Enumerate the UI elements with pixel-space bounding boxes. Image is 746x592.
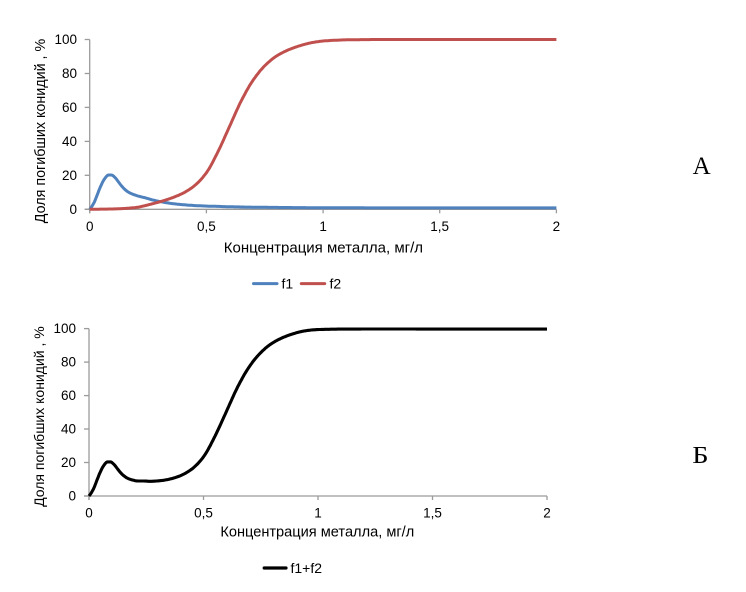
svg-text:0: 0 xyxy=(69,202,77,217)
svg-text:0,5: 0,5 xyxy=(194,506,213,521)
svg-text:80: 80 xyxy=(61,355,76,370)
svg-text:40: 40 xyxy=(62,134,77,149)
svg-text:0: 0 xyxy=(85,506,93,521)
svg-text:100: 100 xyxy=(53,321,76,336)
svg-text:Доля погибших конидий , %: Доля погибших конидий , % xyxy=(33,39,49,224)
svg-text:f2: f2 xyxy=(330,276,342,292)
svg-text:0,5: 0,5 xyxy=(197,219,216,234)
svg-text:Доля погибших конидий , %: Доля погибших конидий , % xyxy=(31,326,47,507)
svg-text:f1: f1 xyxy=(282,276,294,292)
svg-text:2: 2 xyxy=(543,506,551,521)
svg-text:f1+f2: f1+f2 xyxy=(291,560,323,576)
svg-text:Концентрация металла, мг/л: Концентрация металла, мг/л xyxy=(224,240,423,257)
svg-text:Концентрация металла, мг/л: Концентрация металла, мг/л xyxy=(220,525,414,541)
svg-text:0: 0 xyxy=(68,489,76,504)
svg-text:2: 2 xyxy=(553,219,561,234)
svg-text:1: 1 xyxy=(314,506,322,521)
svg-text:20: 20 xyxy=(61,455,76,470)
svg-text:20: 20 xyxy=(62,168,77,183)
svg-text:40: 40 xyxy=(61,422,76,437)
svg-text:1: 1 xyxy=(319,219,327,234)
svg-text:0: 0 xyxy=(86,219,94,234)
svg-text:1,5: 1,5 xyxy=(430,219,449,234)
svg-text:80: 80 xyxy=(62,66,77,81)
svg-text:100: 100 xyxy=(54,32,77,47)
svg-text:60: 60 xyxy=(62,100,77,115)
svg-text:Б: Б xyxy=(692,442,708,469)
svg-text:1,5: 1,5 xyxy=(423,506,442,521)
svg-text:60: 60 xyxy=(61,388,76,403)
svg-text:А: А xyxy=(693,153,711,180)
